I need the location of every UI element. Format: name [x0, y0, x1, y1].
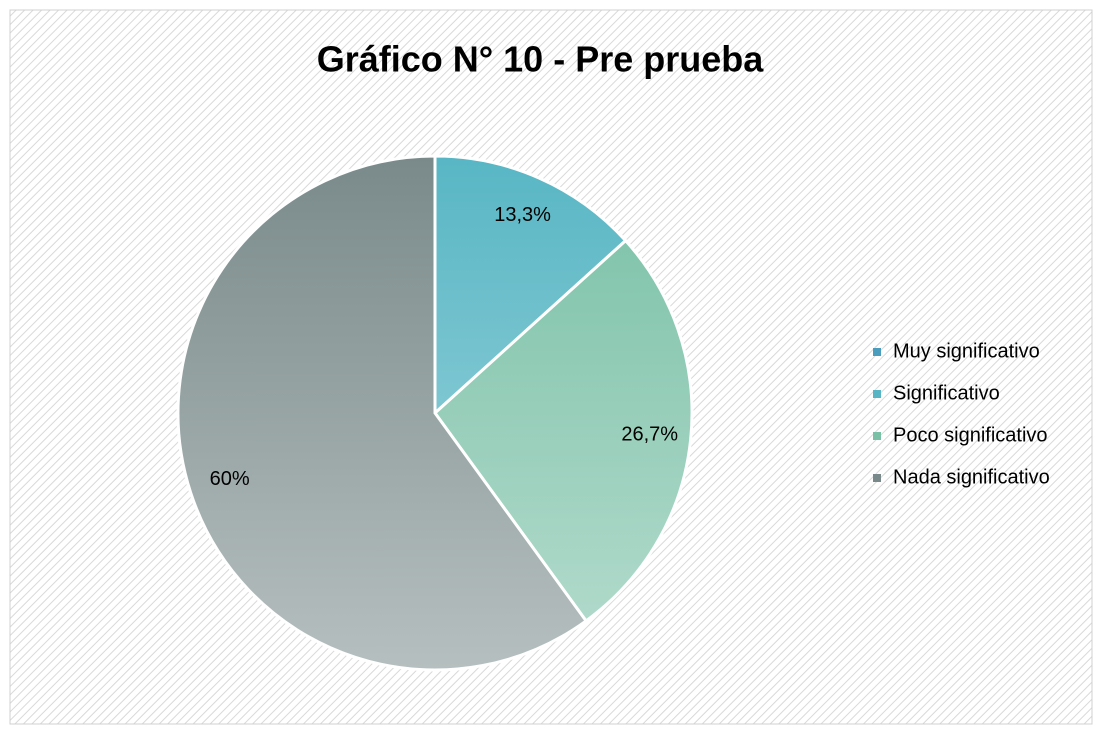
pie-slice	[176, 154, 589, 672]
legend-label: Significativo	[893, 382, 1000, 404]
chart-title: Gráfico N° 10 - Pre prueba	[317, 39, 765, 80]
legend-swatch	[873, 474, 881, 482]
pie-slice	[432, 238, 694, 624]
legend-label: Muy significativo	[893, 340, 1040, 362]
legend-swatch	[873, 348, 881, 356]
data-label: 26,7%	[621, 424, 678, 446]
pie-slice	[433, 154, 628, 417]
data-label: 13,3%	[494, 204, 551, 226]
data-label: 60%	[210, 468, 250, 490]
legend-label: Nada significativo	[893, 466, 1050, 488]
legend-label: Poco significativo	[893, 424, 1048, 446]
legend-swatch	[873, 390, 881, 398]
legend-swatch	[873, 432, 881, 440]
